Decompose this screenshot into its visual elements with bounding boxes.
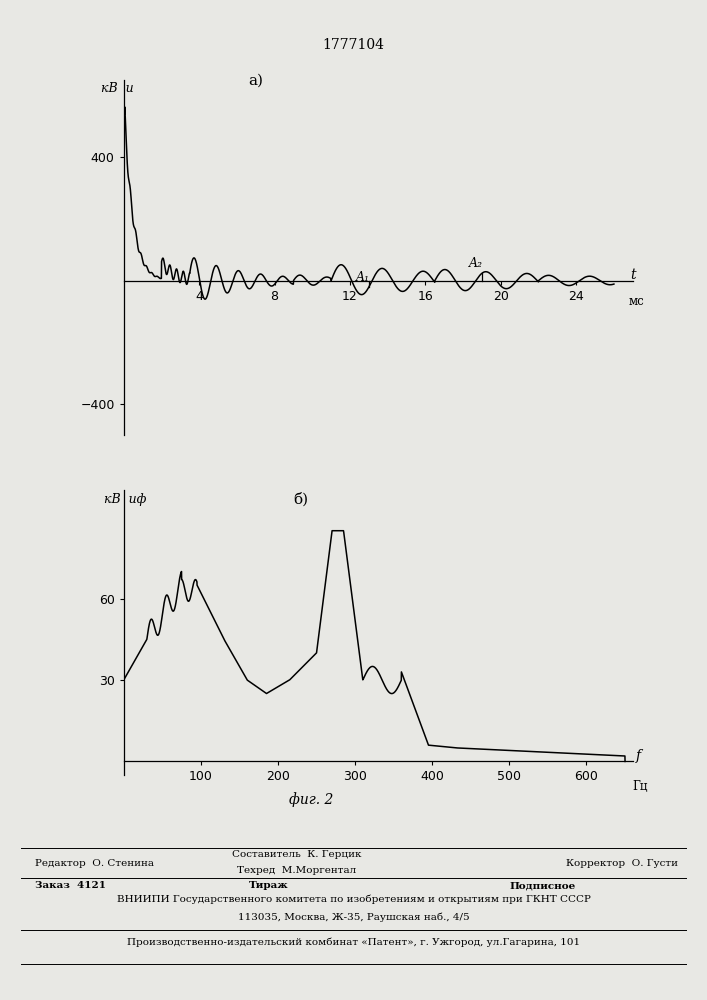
Text: Гц: Гц: [633, 780, 648, 793]
Text: a): a): [248, 74, 263, 88]
Text: Корректор  О. Густи: Корректор О. Густи: [566, 858, 677, 867]
Text: ВНИИПИ Государственного комитета по изобретениям и открытиям при ГКНТ СССР: ВНИИПИ Государственного комитета по изоб…: [117, 894, 590, 904]
Text: б): б): [293, 492, 309, 507]
Text: A₂: A₂: [469, 257, 484, 270]
Text: t: t: [630, 268, 636, 282]
Text: кВ  u: кВ u: [101, 82, 134, 95]
Text: 113035, Москва, Ж-35, Раушская наб., 4/5: 113035, Москва, Ж-35, Раушская наб., 4/5: [238, 912, 469, 922]
Text: фuг. 2: фuг. 2: [289, 792, 333, 807]
Text: Тираж: Тираж: [249, 881, 288, 890]
Text: 1777104: 1777104: [322, 38, 385, 52]
Text: мс: мс: [629, 295, 645, 308]
Text: Редактор  О. Стенина: Редактор О. Стенина: [35, 858, 154, 867]
Text: Составитель  К. Герцик: Составитель К. Герцик: [232, 850, 362, 859]
Text: A₁: A₁: [356, 271, 370, 284]
Text: Заказ  4121: Заказ 4121: [35, 881, 106, 890]
Text: Подписное: Подписное: [509, 881, 575, 890]
Text: Производственно-издательский комбинат «Патент», г. Ужгород, ул.Гагарина, 101: Производственно-издательский комбинат «П…: [127, 937, 580, 947]
Text: f: f: [636, 749, 641, 763]
Text: Техред  М.Моргентал: Техред М.Моргентал: [238, 866, 356, 875]
Text: кВ  uф: кВ uф: [105, 493, 147, 506]
